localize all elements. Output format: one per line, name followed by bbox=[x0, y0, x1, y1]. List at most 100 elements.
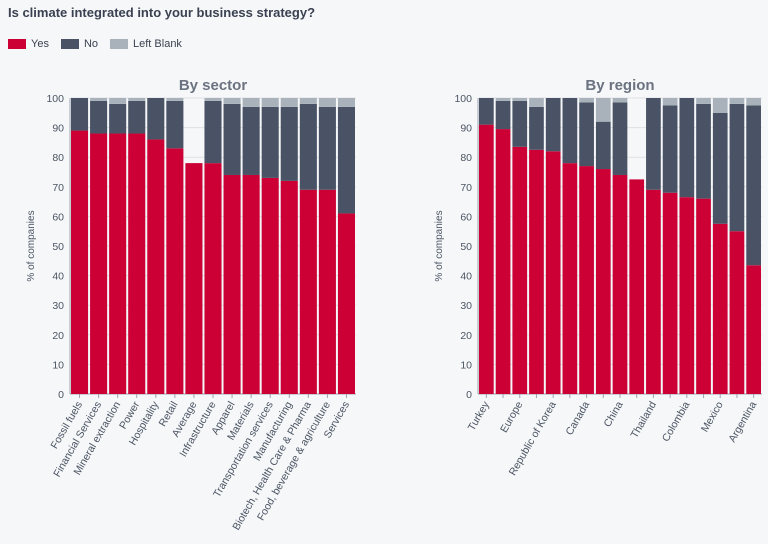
bar-yes[interactable] bbox=[261, 177, 279, 394]
bar-yes[interactable] bbox=[242, 174, 260, 394]
bar-left-blank[interactable] bbox=[128, 98, 146, 101]
bar-yes[interactable] bbox=[746, 265, 761, 394]
bar-left-blank[interactable] bbox=[90, 98, 108, 101]
bar-left-blank[interactable] bbox=[512, 98, 528, 101]
bar-left-blank[interactable] bbox=[280, 98, 298, 107]
bar-left-blank[interactable] bbox=[746, 98, 761, 106]
bar-yes[interactable] bbox=[579, 166, 594, 394]
bar-left-blank[interactable] bbox=[261, 98, 279, 107]
x-tick-label: Canada bbox=[563, 399, 592, 437]
bar-yes[interactable] bbox=[712, 223, 728, 394]
bar-no[interactable] bbox=[299, 103, 317, 190]
bar-no[interactable] bbox=[166, 100, 184, 149]
bar-left-blank[interactable] bbox=[595, 98, 611, 122]
y-tick-label: 50 bbox=[52, 241, 64, 253]
bar-no[interactable] bbox=[280, 106, 298, 181]
bar-no[interactable] bbox=[71, 98, 89, 131]
bar-yes[interactable] bbox=[595, 169, 611, 394]
y-tick-label: 70 bbox=[52, 182, 64, 194]
bar-yes[interactable] bbox=[629, 179, 645, 394]
y-tick-label: 0 bbox=[58, 389, 64, 401]
bar-yes[interactable] bbox=[662, 192, 678, 394]
y-tick-label: 60 bbox=[460, 211, 472, 223]
legend-label-no: No bbox=[83, 38, 99, 50]
bar-left-blank[interactable] bbox=[696, 98, 711, 104]
bar-yes[interactable] bbox=[299, 189, 317, 394]
bar-no[interactable] bbox=[696, 103, 711, 199]
bar-left-blank[interactable] bbox=[579, 98, 594, 103]
bar-left-blank[interactable] bbox=[242, 98, 260, 107]
bar-no[interactable] bbox=[595, 121, 611, 170]
bar-yes[interactable] bbox=[185, 163, 203, 394]
bar-yes[interactable] bbox=[646, 189, 661, 394]
bar-yes[interactable] bbox=[545, 151, 561, 394]
bar-yes[interactable] bbox=[529, 149, 544, 394]
bar-yes[interactable] bbox=[128, 133, 146, 394]
bar-no[interactable] bbox=[318, 106, 336, 190]
bar-no[interactable] bbox=[223, 103, 241, 175]
bar-no[interactable] bbox=[729, 103, 745, 232]
bar-no[interactable] bbox=[204, 100, 222, 164]
bar-no[interactable] bbox=[479, 98, 494, 125]
bar-yes[interactable] bbox=[495, 129, 511, 394]
bar-left-blank[interactable] bbox=[612, 98, 628, 103]
bar-no[interactable] bbox=[512, 100, 528, 147]
bar-no[interactable] bbox=[128, 100, 146, 134]
bar-no[interactable] bbox=[261, 106, 279, 178]
bar-yes[interactable] bbox=[280, 180, 298, 394]
bar-no[interactable] bbox=[746, 105, 761, 266]
bar-no[interactable] bbox=[495, 100, 511, 130]
y-tick-label: 90 bbox=[52, 123, 64, 135]
legend-item-no[interactable]: No bbox=[60, 38, 99, 50]
y-tick-label: 60 bbox=[52, 211, 64, 223]
bar-yes[interactable] bbox=[479, 124, 494, 394]
bar-no[interactable] bbox=[612, 102, 628, 175]
bar-left-blank[interactable] bbox=[204, 98, 222, 101]
bar-no[interactable] bbox=[147, 98, 165, 140]
bar-yes[interactable] bbox=[512, 146, 528, 394]
bar-no[interactable] bbox=[109, 103, 127, 134]
bar-left-blank[interactable] bbox=[318, 98, 336, 107]
bar-left-blank[interactable] bbox=[109, 98, 127, 104]
bar-left-blank[interactable] bbox=[729, 98, 745, 104]
bar-no[interactable] bbox=[562, 98, 578, 164]
bar-left-blank[interactable] bbox=[166, 98, 184, 101]
bar-no[interactable] bbox=[545, 98, 561, 152]
bar-no[interactable] bbox=[712, 112, 728, 224]
legend-item-left-blank[interactable]: Left Blank bbox=[110, 38, 182, 50]
bar-yes[interactable] bbox=[90, 133, 108, 394]
y-tick-label: 90 bbox=[460, 123, 472, 135]
bar-yes[interactable] bbox=[109, 133, 127, 394]
bar-no[interactable] bbox=[662, 105, 678, 193]
bar-left-blank[interactable] bbox=[337, 98, 355, 107]
legend-swatch-no bbox=[60, 39, 79, 49]
bar-yes[interactable] bbox=[562, 163, 578, 394]
bar-left-blank[interactable] bbox=[495, 98, 511, 101]
bar-yes[interactable] bbox=[679, 197, 695, 394]
bar-left-blank[interactable] bbox=[712, 98, 728, 113]
bar-no[interactable] bbox=[579, 102, 594, 167]
bar-no[interactable] bbox=[646, 98, 661, 190]
bar-yes[interactable] bbox=[612, 174, 628, 394]
bar-left-blank[interactable] bbox=[223, 98, 241, 104]
y-tick-label: 40 bbox=[52, 271, 64, 283]
bar-no[interactable] bbox=[337, 106, 355, 214]
bar-left-blank[interactable] bbox=[662, 98, 678, 106]
bar-no[interactable] bbox=[679, 98, 695, 198]
bar-yes[interactable] bbox=[696, 198, 711, 394]
bar-yes[interactable] bbox=[147, 139, 165, 394]
bar-yes[interactable] bbox=[71, 130, 89, 394]
bar-yes[interactable] bbox=[223, 174, 241, 394]
bar-yes[interactable] bbox=[337, 213, 355, 394]
bar-left-blank[interactable] bbox=[299, 98, 317, 104]
bar-yes[interactable] bbox=[204, 163, 222, 394]
bar-no[interactable] bbox=[242, 106, 260, 175]
chart-subtitle: By sector bbox=[179, 77, 248, 94]
bar-no[interactable] bbox=[529, 106, 544, 150]
bar-yes[interactable] bbox=[166, 148, 184, 394]
legend-item-yes[interactable]: Yes bbox=[8, 38, 49, 50]
bar-yes[interactable] bbox=[318, 189, 336, 394]
bar-yes[interactable] bbox=[729, 231, 745, 394]
bar-left-blank[interactable] bbox=[529, 98, 544, 107]
bar-no[interactable] bbox=[90, 100, 108, 134]
